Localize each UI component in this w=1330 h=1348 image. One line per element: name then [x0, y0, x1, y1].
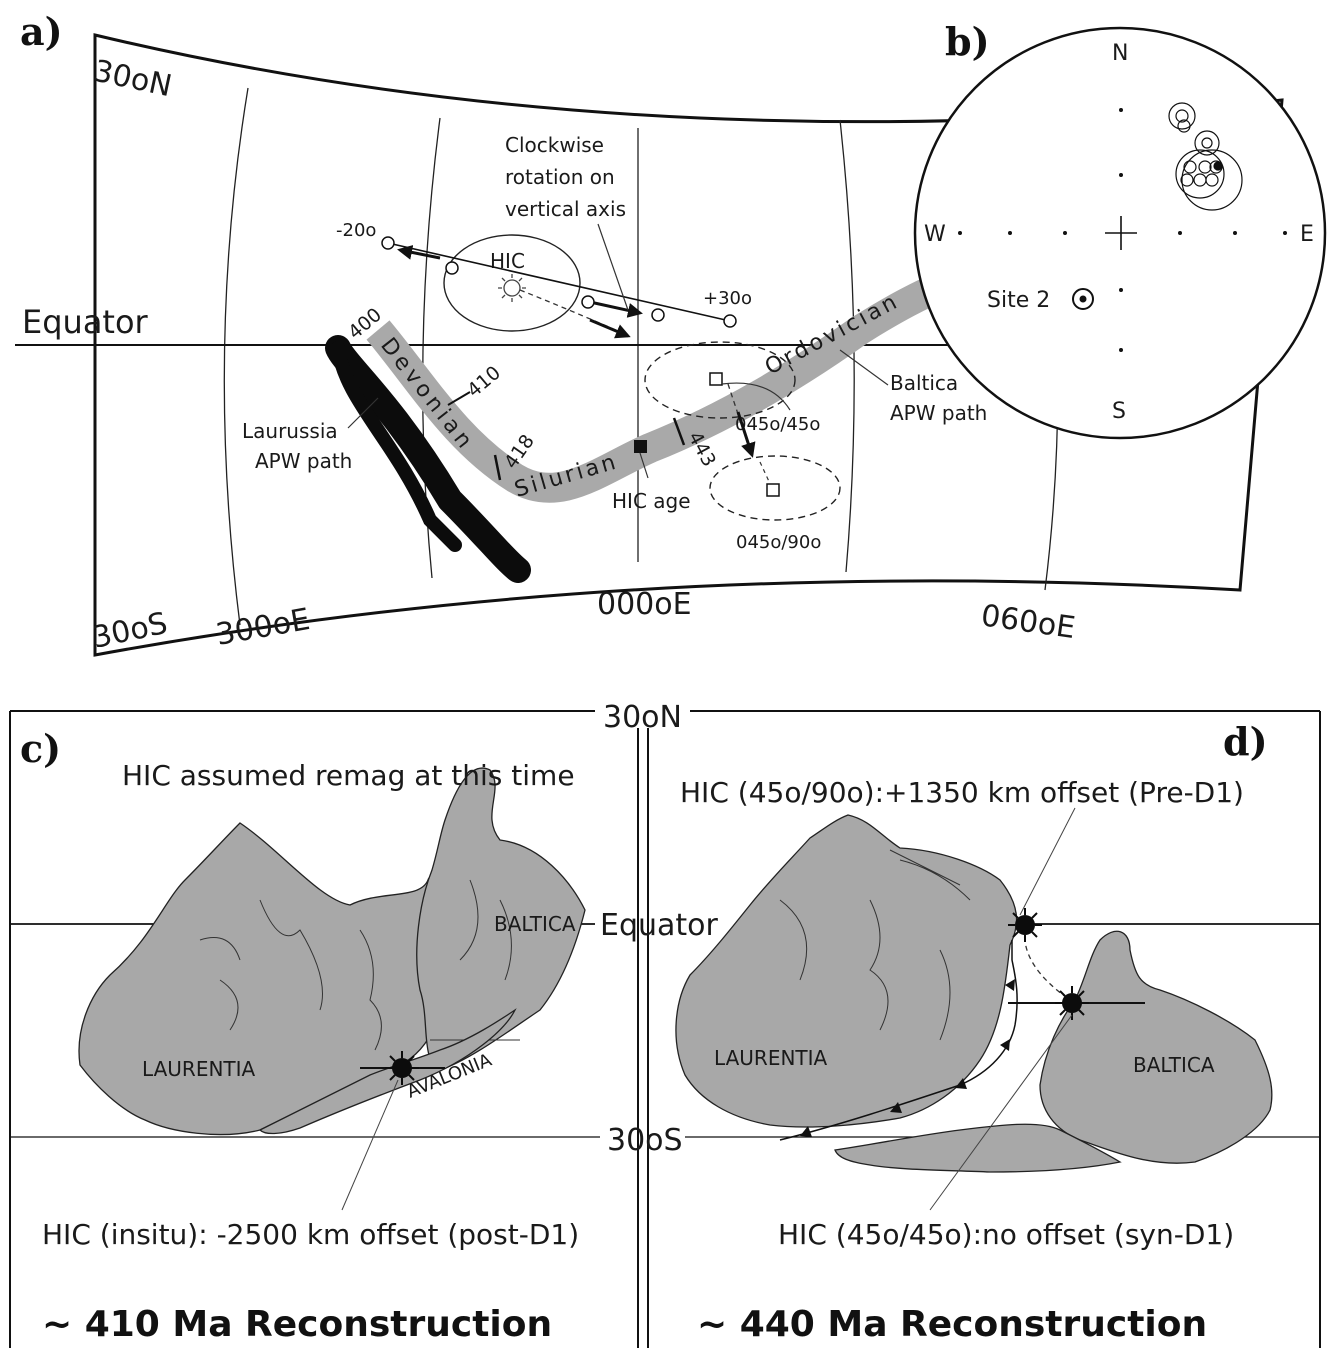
stereonet-data — [1168, 102, 1243, 211]
hic-leader-d-top — [1019, 807, 1076, 916]
stereonet-s: S — [1112, 399, 1126, 424]
label-laurussia-1: Laurussia — [242, 419, 338, 443]
arrow-to-equator — [589, 318, 631, 339]
rotation-track — [387, 242, 731, 322]
panel-label-d: d) — [1223, 719, 1268, 764]
recon-c-baltica: BALTICA — [494, 912, 576, 936]
recon-d-laurentia: LAURENTIA — [714, 1046, 828, 1070]
recon-30n: 30oN — [603, 700, 682, 735]
rotation-leader — [597, 223, 629, 311]
age-tick-443 — [672, 417, 686, 446]
laurussia-apw-path — [325, 335, 531, 583]
label-equator: Equator — [22, 303, 149, 341]
tilt90-confidence-ellipse — [709, 455, 841, 521]
rotation-text-1: Clockwise — [505, 133, 604, 157]
baltica-c — [416, 767, 586, 1071]
hic-sun-icon-d-lower — [1055, 986, 1089, 1020]
site2-marker-dot — [1079, 295, 1087, 303]
panel-label-b: b) — [945, 19, 990, 64]
panel-b-stereonet: N S W E Site 2 — [913, 26, 1327, 440]
laurentia-c — [78, 822, 444, 1136]
label-laurussia-2: APW path — [255, 449, 352, 473]
stereonet-ticks — [958, 108, 1287, 352]
label-baltica-2: APW path — [890, 401, 987, 425]
meridian-line — [223, 87, 249, 626]
tilt45-confidence-ellipse — [644, 341, 796, 419]
hic-dashed-d — [1023, 927, 1071, 1001]
label-tilt90: 045o/90o — [736, 532, 821, 553]
baltica-apw-path — [366, 268, 956, 503]
hic-leader-d-bottom — [929, 1014, 1073, 1211]
stereonet-e: E — [1300, 222, 1314, 247]
hic-confidence-ellipse — [443, 234, 581, 332]
label-060e: 060oE — [979, 598, 1078, 646]
recon-equator: Equator — [600, 908, 719, 943]
label-minus20: -20o — [336, 220, 376, 241]
recon-c-note: HIC assumed remag at this time — [122, 759, 575, 792]
baltica-d — [1039, 930, 1273, 1164]
label-plus30: +30o — [703, 288, 752, 309]
rotation-arrow-east — [589, 300, 643, 318]
laurussia-leader — [347, 397, 379, 429]
laurentia-d-detail — [779, 849, 971, 1041]
rotation-point — [381, 236, 395, 250]
rotation-text-3: vertical axis — [505, 197, 626, 221]
avalonia-c — [258, 1008, 517, 1135]
hic-sun-icon-d-upper — [1008, 908, 1042, 942]
arrow-to-tilt90 — [736, 411, 756, 458]
tilt45-leader — [721, 382, 791, 411]
panel-label-a: a) — [20, 9, 63, 54]
hic-pole-sun-icon — [498, 274, 526, 302]
hic-label: HIC — [490, 249, 525, 273]
laurussia-apw-path-branch — [331, 341, 462, 552]
rotation-point — [581, 295, 595, 309]
suture-teeth — [800, 979, 1015, 1137]
suture-line-d — [779, 940, 1018, 1141]
rotation-arrow-west — [397, 244, 441, 260]
rotation-point — [445, 261, 459, 275]
recon-c-offset: HIC (insitu): -2500 km offset (post-D1) — [42, 1218, 579, 1251]
hic-sun-icon-c — [385, 1051, 419, 1085]
hic-age-leader — [639, 452, 649, 479]
recon-c-title: ~ 410 Ma Reconstruction — [42, 1304, 552, 1345]
recon-d-offset-top: HIC (45o/90o):+1350 km offset (Pre-D1) — [680, 776, 1244, 809]
hic-leader-c — [341, 1079, 399, 1211]
panel-label-c: c) — [20, 726, 61, 771]
tilt90-pole — [766, 483, 780, 497]
recon-d-title: ~ 440 Ma Reconstruction — [697, 1304, 1207, 1345]
label-hic-age: HIC age — [612, 489, 691, 513]
recon-d-baltica: BALTICA — [1133, 1053, 1215, 1077]
recon-d-offset-bottom: HIC (45o/45o):no offset (syn-D1) — [778, 1218, 1234, 1251]
rotation-point — [723, 314, 737, 328]
label-tilt45: 045o/45o — [735, 414, 820, 435]
panel-cd-reconstructions: 30oN Equator 30oS c) d) HIC assumed rema… — [9, 700, 1321, 1348]
tilt45-pole — [709, 372, 723, 386]
stereonet-n: N — [1112, 41, 1128, 66]
laurentia-d — [675, 814, 1018, 1128]
label-000e: 000oE — [597, 587, 692, 622]
recon-30s: 30oS — [607, 1123, 683, 1158]
label-baltica-1: Baltica — [890, 371, 958, 395]
stereonet-w: W — [924, 222, 946, 247]
stereonet-site-label: Site 2 — [987, 288, 1050, 313]
avalonia-d — [834, 1123, 1122, 1173]
baltica-leader — [839, 349, 889, 386]
laurentia-c-detail — [199, 899, 382, 1051]
age-tick-418 — [493, 454, 502, 481]
hic-age-marker — [634, 440, 647, 453]
rotation-point — [651, 308, 665, 322]
recon-c-laurentia: LAURENTIA — [142, 1057, 256, 1081]
age-tick-410 — [447, 391, 471, 406]
rotation-text-2: rotation on — [505, 165, 615, 189]
